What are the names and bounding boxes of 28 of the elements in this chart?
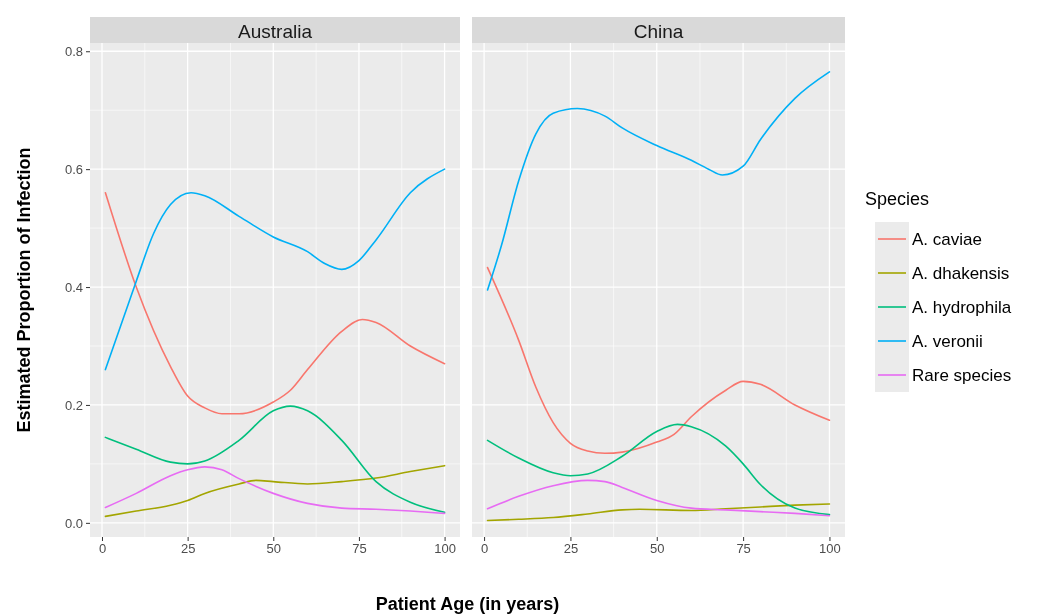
legend-label: A. veronii <box>912 332 983 351</box>
legend-title: Species <box>865 189 930 209</box>
y-axis-title: Estimated Proportion of Infection <box>14 147 34 433</box>
x-tick-label: 75 <box>352 541 367 557</box>
line-series <box>104 405 446 514</box>
y-tick-label: 0.0 <box>64 515 83 531</box>
x-tick-label: 50 <box>266 541 282 557</box>
x-tick-label: 100 <box>434 541 456 557</box>
x-tick-label: 0 <box>480 541 489 557</box>
x-tick-label: 25 <box>180 541 196 557</box>
line-series <box>104 168 446 371</box>
x-tick-label: 50 <box>650 541 665 557</box>
y-tick-label: 0.4 <box>64 279 83 295</box>
x-tick-label: 0 <box>98 541 107 557</box>
chart-title: Australia <box>238 21 313 42</box>
x-tick-label: 25 <box>563 541 579 557</box>
y-tick-label: 0.6 <box>64 161 83 177</box>
x-tick-label: 75 <box>736 541 751 557</box>
line-series <box>104 191 446 415</box>
y-tick-label: 0.2 <box>64 397 83 413</box>
legend-label: A. dhakensis <box>912 264 1010 283</box>
legend-label: A. hydrophila <box>912 298 1012 317</box>
chart-title: China <box>633 21 684 42</box>
x-tick-label: 100 <box>819 541 841 557</box>
x-axis-title: Patient Age (in years) <box>375 594 560 614</box>
legend-label: A. caviae <box>912 230 982 249</box>
y-tick-label: 0.8 <box>64 43 83 59</box>
legend-label: Rare species <box>912 366 1012 385</box>
